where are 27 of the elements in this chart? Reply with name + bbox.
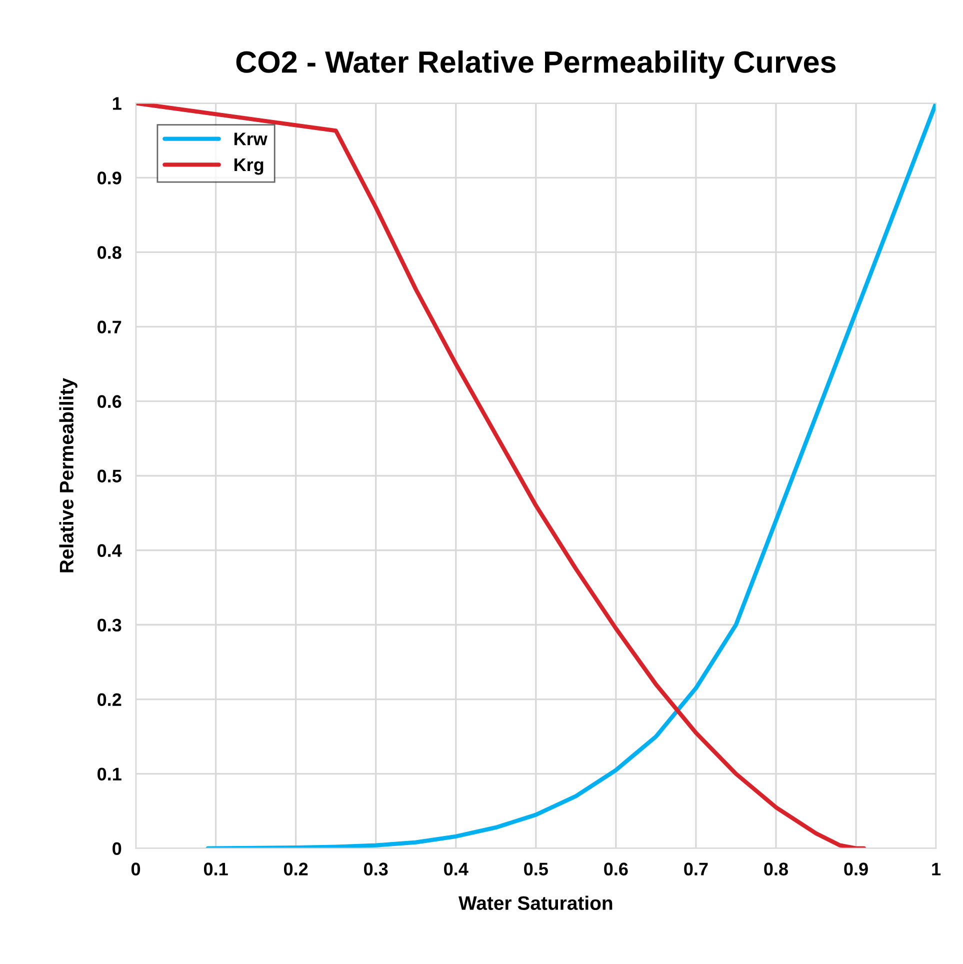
x-tick-label: 0.3 <box>364 862 388 876</box>
y-tick-label: 0.5 <box>98 470 122 482</box>
y-tick-label: 0.3 <box>98 618 122 632</box>
y-tick-label: 0.2 <box>98 693 122 706</box>
y-tick-label: 0.4 <box>98 544 122 557</box>
y-tick-label: 0.8 <box>98 246 122 259</box>
y-tick-label: 0.9 <box>98 172 122 184</box>
x-tick-label: 1 <box>932 862 941 876</box>
x-tick-label: 0.1 <box>204 862 228 876</box>
y-tick-label: 0.7 <box>98 320 122 334</box>
y-axis-title: Relative Permeability <box>59 378 78 572</box>
x-tick-label: 0.2 <box>284 862 308 876</box>
x-tick-label: 0.6 <box>604 862 628 876</box>
legend-label: Krw <box>234 132 268 146</box>
y-tick-label: 0 <box>112 842 122 856</box>
legend-label: Krg <box>234 158 264 175</box>
x-tick-label: 0.7 <box>684 862 708 876</box>
y-tick-label: 0.1 <box>98 768 122 781</box>
x-tick-label: 0.4 <box>444 862 468 876</box>
x-tick-label: 0 <box>131 862 140 876</box>
x-tick-label: 0.9 <box>844 862 868 876</box>
x-tick-label: 0.5 <box>524 862 548 876</box>
chart-title: CO2 - Water Relative Permeability Curves <box>236 50 836 79</box>
y-tick-label: 0.6 <box>98 395 122 408</box>
x-axis-title: Water Saturation <box>458 896 612 910</box>
x-tick-label: 0.8 <box>764 862 788 876</box>
y-tick-label: 1 <box>112 97 122 110</box>
